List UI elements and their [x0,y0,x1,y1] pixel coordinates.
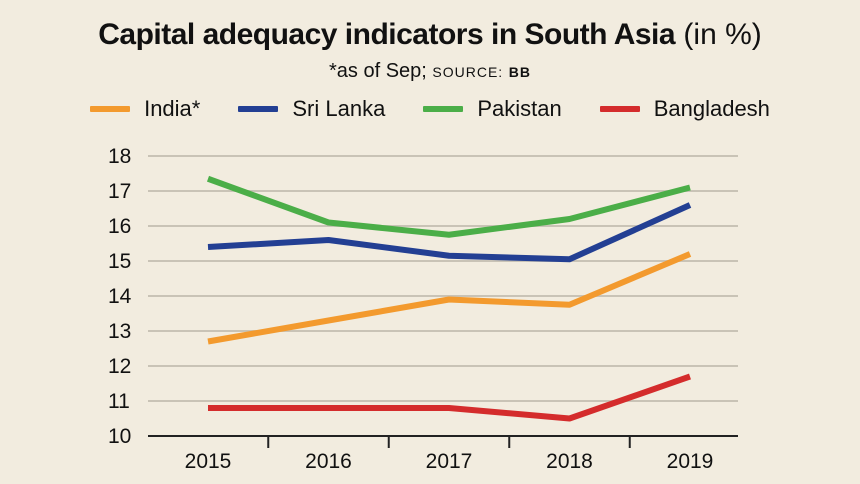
y-tick-label-13: 13 [108,320,131,343]
series-line-india [207,251,692,345]
x-tick-label-2019: 2019 [667,450,714,473]
chart-title-text: Capital adequacy indicators in South Asi… [98,18,676,51]
series-line-pakistan [206,175,691,238]
source-value: BB [508,64,531,80]
legend-label-pakistan: Pakistan [477,96,562,121]
x-tick-label-2016: 2016 [305,450,352,473]
x-tick-label-2015: 2015 [185,450,232,473]
chart-title: Capital adequacy indicators in South Asi… [0,16,860,54]
legend-item-sri-lanka: Sri Lanka [238,96,385,122]
y-tick-label-16: 16 [108,215,131,238]
y-tick-label-18: 18 [108,145,131,168]
y-tick-label-17: 17 [108,180,131,203]
legend-swatch-bangladesh [599,106,640,112]
chart-subtitle: *as of Sep; SOURCE: BB [0,58,860,85]
series-line-sri-lanka [207,202,692,263]
legend-label-sri-lanka: Sri Lanka [292,96,386,121]
legend-swatch-sri-lanka [238,106,279,112]
y-tick-label-10: 10 [108,425,131,448]
y-tick-label-14: 14 [108,285,132,308]
legend-item-bangladesh: Bangladesh [599,96,770,122]
y-tick-label-11: 11 [108,390,130,413]
source-label: SOURCE: [432,64,504,80]
series-line-bangladesh [208,373,691,422]
y-tick-label-15: 15 [108,250,131,273]
chart-legend: India* Sri Lanka Pakistan Bangladesh [0,96,860,122]
x-tick-label-2018: 2018 [546,450,593,473]
legend-item-pakistan: Pakistan [423,96,562,122]
y-tick-label-12: 12 [108,355,131,378]
chart-title-unit: (in %) [683,18,762,51]
x-tick-label-2017: 2017 [426,450,473,473]
subtitle-note: *as of Sep; [329,60,427,82]
legend-swatch-india [90,106,131,112]
legend-label-india: India* [144,96,201,121]
legend-swatch-pakistan [423,106,464,112]
legend-item-india: India* [90,96,200,122]
legend-label-bangladesh: Bangladesh [653,96,770,121]
